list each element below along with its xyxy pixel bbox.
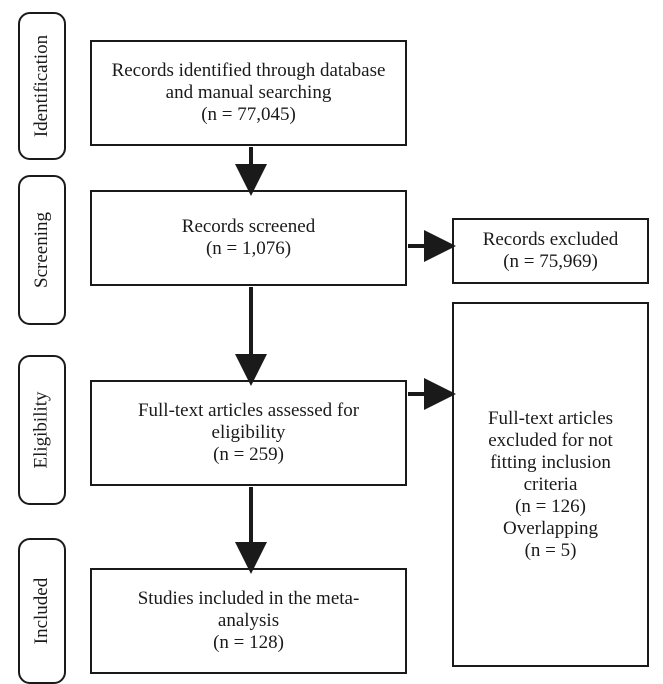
- fulltext-assessed-box: Full-text articles assessed for eligibil…: [90, 380, 407, 486]
- records-identified-line-1: Records identified through database: [111, 60, 386, 81]
- phase-eligibility-label: Eligibility: [31, 391, 52, 469]
- fulltext-excluded-line-1: Full-text articles: [487, 407, 614, 429]
- records-screened-line-1: Records screened: [181, 216, 316, 237]
- fulltext-excluded-count: (n = 126): [515, 495, 586, 517]
- studies-included-line-1: Studies included in the meta-: [137, 588, 360, 609]
- phase-included: Included: [18, 538, 66, 684]
- records-excluded-box: Records excluded (n = 75,969): [452, 218, 649, 284]
- phase-eligibility: Eligibility: [18, 355, 66, 505]
- overlapping-count: (n = 5): [524, 539, 577, 561]
- studies-included-count: (n = 128): [213, 632, 284, 653]
- fulltext-excluded-line-3: fitting inclusion: [490, 451, 611, 473]
- studies-included-box: Studies included in the meta- analysis (…: [90, 568, 407, 674]
- phase-screening-label: Screening: [31, 212, 53, 288]
- fulltext-assessed-line-2: eligibility: [211, 422, 286, 443]
- records-identified-count: (n = 77,045): [201, 104, 296, 125]
- fulltext-assessed-line-1: Full-text articles assessed for: [137, 400, 360, 421]
- fulltext-excluded-box: Full-text articles excluded for not fitt…: [452, 302, 649, 667]
- fulltext-excluded-line-2: excluded for not: [488, 429, 613, 451]
- fulltext-excluded-line-4: criteria: [523, 473, 578, 495]
- fulltext-assessed-count: (n = 259): [213, 444, 284, 465]
- records-screened-box: Records screened (n = 1,076): [90, 190, 407, 286]
- records-excluded-line-1: Records excluded: [482, 229, 619, 250]
- phase-identification-label: Identification: [31, 34, 53, 138]
- records-identified-box: Records identified through database and …: [90, 40, 407, 146]
- phase-screening: Screening: [18, 175, 66, 325]
- records-screened-count: (n = 1,076): [205, 238, 292, 259]
- overlapping-label: Overlapping: [503, 517, 598, 539]
- phase-included-label: Included: [31, 577, 53, 645]
- studies-included-line-2: analysis: [217, 610, 280, 631]
- phase-identification: Identification: [18, 12, 66, 160]
- records-identified-line-2: and manual searching: [165, 82, 332, 103]
- records-excluded-count: (n = 75,969): [503, 251, 598, 272]
